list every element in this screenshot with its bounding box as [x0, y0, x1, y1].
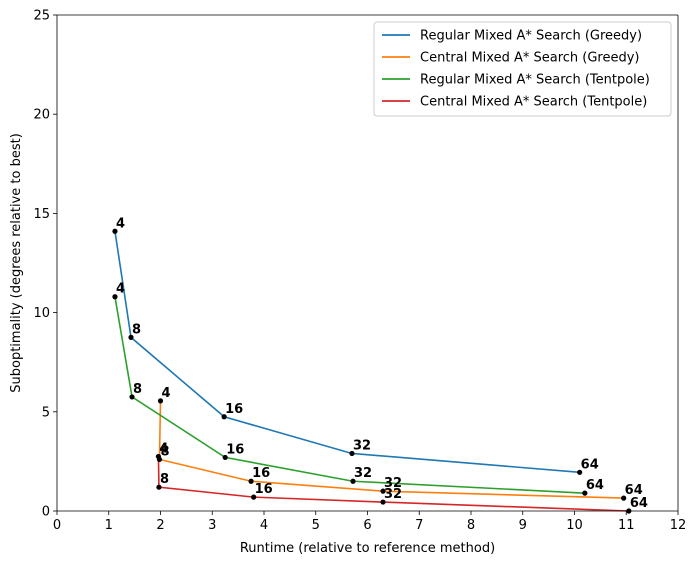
- x-tick-label-5: 5: [312, 518, 320, 533]
- legend-label-1: Regular Mixed A* Search (Greedy): [420, 29, 642, 44]
- x-tick-label-12: 12: [670, 518, 687, 533]
- data-label-s1-3: 16: [225, 402, 243, 417]
- x-axis-label: Runtime (relative to reference method): [240, 541, 495, 556]
- y-tick-label-5: 25: [33, 9, 50, 24]
- data-label-s4-4: 32: [384, 487, 402, 502]
- data-point-s4-3: [251, 494, 257, 500]
- data-point-s3-1: [112, 294, 118, 300]
- data-label-s3-3: 16: [226, 442, 244, 457]
- data-point-s4-4: [380, 499, 386, 505]
- x-tick-label-3: 3: [208, 518, 216, 533]
- y-tick-label-0: 0: [42, 505, 50, 520]
- data-label-s1-5: 64: [581, 457, 599, 472]
- data-label-s3-5: 64: [586, 478, 604, 493]
- legend-label-3: Regular Mixed A* Search (Tentpole): [420, 73, 650, 88]
- data-label-s2-4: 32: [384, 476, 402, 491]
- data-label-s3-1: 4: [116, 282, 125, 297]
- data-label-s1-2: 8: [132, 322, 141, 337]
- data-point-s1-4: [349, 450, 355, 457]
- x-tick-label-6: 6: [363, 518, 371, 533]
- x-tick-label-2: 2: [156, 518, 164, 533]
- y-tick-label-4: 20: [33, 108, 50, 123]
- data-label-s2-2: 8: [160, 444, 169, 459]
- data-point-s2-1: [157, 398, 164, 404]
- x-tick-label-10: 10: [566, 518, 583, 533]
- data-label-s4-1: 4: [159, 441, 168, 456]
- data-point-s1-1: [112, 228, 118, 234]
- data-label-s3-4: 32: [354, 466, 372, 481]
- legend-label-2: Central Mixed A* Search (Greedy): [420, 51, 640, 66]
- legend-box: [373, 21, 672, 117]
- legend-label-4: Central Mixed A* Search (Tentpole): [420, 95, 647, 110]
- data-point-s1-3: [221, 414, 227, 420]
- data-point-s2-3: [248, 478, 254, 484]
- data-label-s4-3: 16: [255, 482, 273, 497]
- x-tick-label-9: 9: [519, 518, 527, 533]
- x-tick-label-0: 0: [53, 518, 61, 533]
- series-layer: [112, 228, 632, 514]
- data-label-s4-2: 8: [160, 472, 169, 487]
- data-label-s2-1: 4: [162, 386, 171, 401]
- data-point-s3-5: [582, 490, 588, 496]
- x-tick-label-4: 4: [260, 518, 268, 533]
- data-label-s1-4: 32: [353, 438, 371, 453]
- data-point-s1-2: [128, 334, 134, 340]
- data-point-s3-2: [129, 394, 135, 400]
- x-tick-label-11: 11: [618, 518, 635, 533]
- data-point-s4-2: [156, 484, 162, 490]
- data-label-s2-3: 16: [252, 466, 270, 481]
- y-axis-label: Suboptimality (degrees relative to best): [9, 133, 24, 393]
- data-label-s3-2: 8: [133, 382, 142, 397]
- data-label-s4-5: 64: [630, 496, 648, 511]
- y-tick-label-1: 5: [42, 405, 50, 420]
- legend: Regular Mixed A* Search (Greedy) Central …: [373, 21, 672, 117]
- x-tick-label-1: 1: [105, 518, 113, 533]
- data-point-s3-3: [222, 454, 228, 461]
- data-label-s1-1: 4: [116, 216, 125, 231]
- data-label-s2-5: 64: [625, 483, 643, 498]
- x-tick-label-8: 8: [467, 518, 475, 533]
- x-tick-label-7: 7: [415, 518, 423, 533]
- data-point-s2-4: [380, 488, 386, 494]
- data-point-s2-5: [621, 495, 627, 501]
- data-point-s1-5: [577, 469, 583, 475]
- data-point-s4-1: [155, 453, 162, 460]
- y-tick-label-3: 15: [33, 207, 50, 222]
- data-point-s3-4: [350, 478, 356, 484]
- y-tick-label-2: 10: [33, 306, 50, 321]
